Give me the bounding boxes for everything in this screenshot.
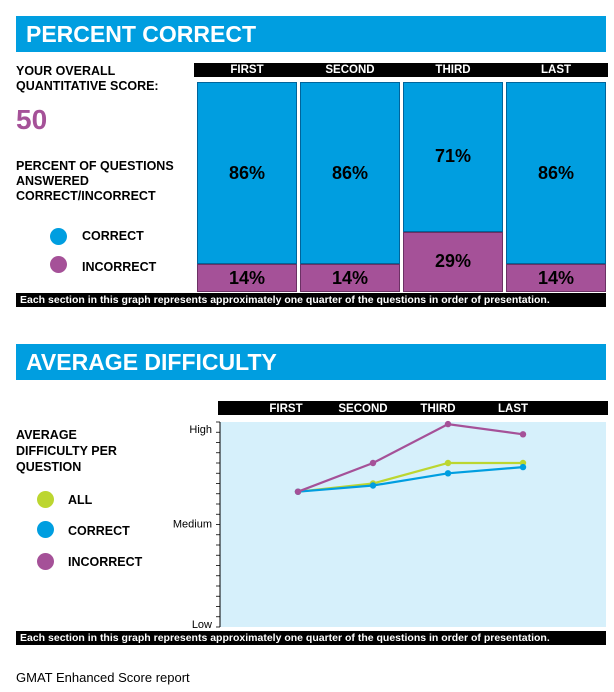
legend-correct-dot	[50, 228, 67, 245]
percent-col-last-incorrect: 14%	[506, 264, 606, 292]
legend-all-label: ALL	[68, 493, 93, 507]
legend-correct-label: CORRECT	[82, 229, 144, 243]
percent-col-third-correct: 71%	[403, 82, 503, 232]
difficulty-point-all-third	[444, 459, 452, 467]
percent-col-header-second: SECOND	[300, 63, 400, 77]
legend-difficulty-incorrect-label: INCORRECT	[68, 555, 143, 569]
percent-col-second-correct: 86%	[300, 82, 400, 264]
legend-incorrect-dot	[50, 256, 67, 273]
percent-header-bar	[194, 63, 608, 77]
score-label-line1: YOUR OVERALL	[16, 64, 116, 78]
percent-col-last-correct: 86%	[506, 82, 606, 264]
percent-col-header-last: LAST	[506, 63, 606, 77]
difficulty-point-correct-last	[519, 463, 527, 471]
difficulty-point-incorrect-second	[369, 459, 377, 467]
difficulty-point-incorrect-first	[294, 488, 302, 495]
difficulty-line-incorrect	[297, 422, 524, 493]
legend-difficulty-incorrect-dot	[37, 553, 54, 570]
percent-second-incorrect-value: 14%	[331, 268, 369, 288]
difficulty-col-header-last: LAST	[498, 403, 528, 415]
difficulty-label: AVERAGE DIFFICULTY PER QUESTION	[16, 427, 117, 475]
difficulty-y-label-low: Low	[192, 619, 212, 631]
percent-correct-banner: PERCENT CORRECT	[16, 16, 606, 52]
questions-label-line2: ANSWERED	[16, 174, 89, 188]
percent-third-incorrect-value: 29%	[434, 251, 472, 271]
difficulty-note: Each section in this graph represents ap…	[16, 631, 606, 645]
difficulty-label-line3: QUESTION	[16, 460, 82, 474]
score-label: YOUR OVERALL QUANTITATIVE SCORE:	[16, 64, 159, 94]
percent-last-incorrect-value: 14%	[537, 268, 575, 288]
percent-third-correct-value: 71%	[434, 146, 472, 166]
difficulty-col-header-third: THIRD	[420, 403, 455, 415]
questions-label-line3: CORRECT/INCORRECT	[16, 189, 156, 203]
percent-last-correct-value: 86%	[537, 163, 575, 183]
difficulty-plot-area	[220, 422, 606, 627]
questions-label-line1: PERCENT OF QUESTIONS	[16, 159, 174, 173]
percent-col-third-incorrect: 29%	[403, 232, 503, 292]
percent-col-header-first: FIRST	[197, 63, 297, 77]
difficulty-point-correct-third	[444, 470, 452, 477]
score-label-line2: QUANTITATIVE SCORE:	[16, 79, 159, 93]
difficulty-y-label-high: High	[189, 424, 212, 436]
difficulty-point-incorrect-third	[444, 420, 452, 428]
difficulty-line-correct	[297, 466, 524, 493]
percent-first-correct-value: 86%	[228, 163, 266, 183]
percent-col-second-incorrect: 14%	[300, 264, 400, 292]
percent-col-first-correct: 86%	[197, 82, 297, 264]
difficulty-label-line1: AVERAGE	[16, 428, 77, 442]
percent-note: Each section in this graph represents ap…	[16, 293, 606, 307]
average-difficulty-title: AVERAGE DIFFICULTY	[26, 349, 277, 375]
percent-first-incorrect-value: 14%	[228, 268, 266, 288]
difficulty-col-header-second: SECOND	[338, 403, 387, 415]
overall-score: 50	[16, 104, 48, 135]
percent-col-first-incorrect: 14%	[197, 264, 297, 292]
legend-difficulty-correct-label: CORRECT	[68, 524, 130, 538]
difficulty-point-incorrect-last	[519, 431, 527, 438]
difficulty-point-correct-second	[369, 482, 377, 489]
percent-correct-title: PERCENT CORRECT	[26, 21, 257, 47]
footer-text: GMAT Enhanced Score report	[16, 670, 190, 685]
percent-second-correct-value: 86%	[331, 163, 369, 183]
difficulty-col-header-first: FIRST	[269, 403, 302, 415]
legend-incorrect-label: INCORRECT	[82, 260, 157, 274]
percent-col-header-third: THIRD	[403, 63, 503, 77]
questions-label: PERCENT OF QUESTIONS ANSWERED CORRECT/IN…	[16, 159, 174, 204]
difficulty-label-line2: DIFFICULTY PER	[16, 444, 117, 458]
legend-difficulty-correct-dot	[37, 521, 54, 538]
average-difficulty-banner: AVERAGE DIFFICULTY	[16, 344, 606, 380]
difficulty-y-label-medium: Medium	[173, 519, 212, 531]
legend-all-dot	[37, 491, 54, 508]
difficulty-header-bar	[218, 401, 608, 415]
